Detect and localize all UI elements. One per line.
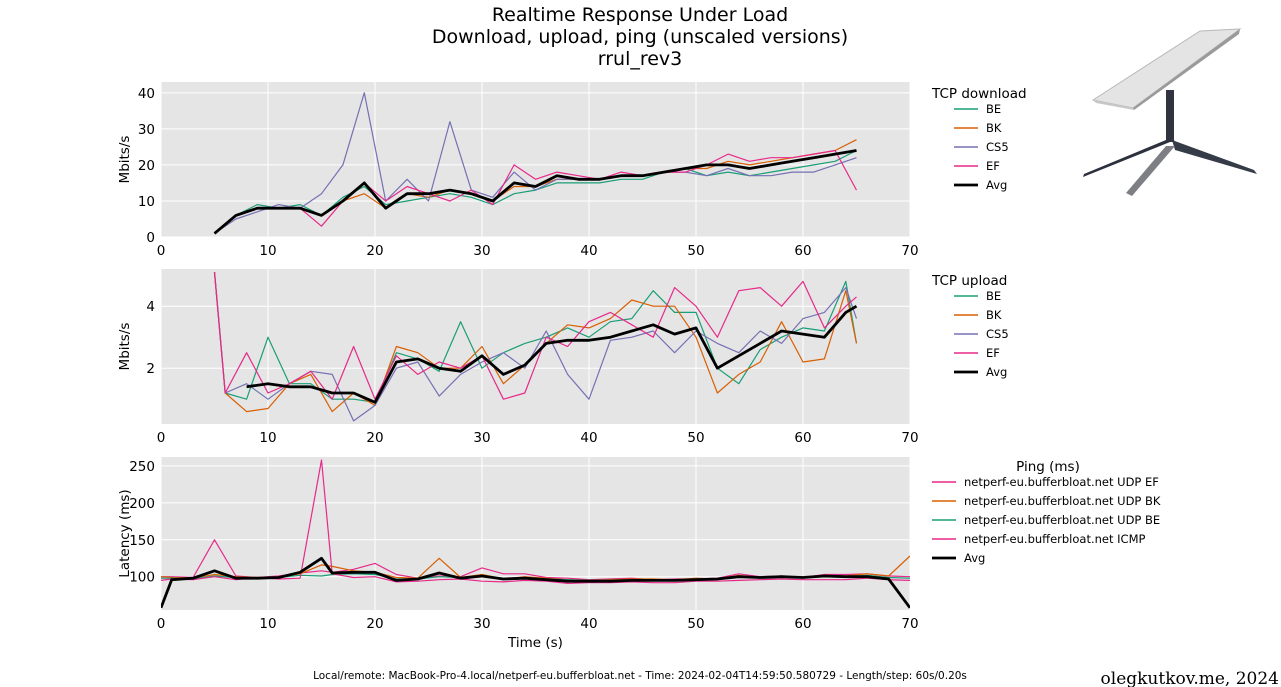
chart-title-line3: rrul_rev3 (598, 48, 683, 70)
x-tick-label: 40 (580, 616, 597, 632)
legend-entry: Avg (986, 178, 1007, 192)
y-tick-label: 200 (129, 496, 155, 512)
legend-title: TCP download (931, 86, 1027, 102)
series-line-be (213, 272, 858, 403)
y-tick-label: 4 (146, 299, 155, 315)
x-tick-label: 50 (687, 616, 704, 632)
y-tick-label: 250 (129, 459, 155, 475)
x-tick-label: 20 (366, 616, 383, 632)
series-group (161, 459, 910, 609)
series-line-cs5 (213, 272, 858, 422)
y-tick-label: 10 (138, 194, 155, 210)
series-line-netperf-eu-bufferbloat-net-icmp (161, 459, 910, 584)
y-tick-label: 30 (138, 122, 155, 138)
legend-entry: netperf-eu.bufferbloat.net UDP BK (964, 494, 1161, 508)
legend-entry: BE (986, 289, 1001, 303)
x-tick-label: 0 (157, 243, 166, 259)
x-tick-label: 10 (259, 430, 276, 446)
y-tick-label: 40 (138, 86, 155, 102)
y-tick-label: 100 (129, 570, 155, 586)
legend-entry: BE (986, 102, 1001, 116)
y-tick-label: 0 (146, 230, 155, 246)
series-line-avg (246, 304, 858, 404)
legend: Ping (ms)netperf-eu.bufferbloat.net UDP … (932, 459, 1161, 565)
legend-entry: BK (986, 121, 1002, 135)
series-line-cs5 (214, 92, 857, 234)
credit-watermark: olegkutkov.me, 2024 (1101, 669, 1279, 687)
satellite-dish-icon (1083, 28, 1257, 196)
x-tick-label: 60 (794, 616, 811, 632)
x-tick-label: 0 (157, 430, 166, 446)
x-tick-label: 10 (259, 616, 276, 632)
chart-title-line1: Realtime Response Under Load (492, 4, 788, 26)
series-line-ef (214, 149, 858, 234)
chart-panel-download: 0 10 20 30 40 50 60 70 0 10 20 30 40 Mbits/s TCP downl… (117, 82, 1027, 259)
x-tick-label: 40 (580, 430, 597, 446)
x-tick-label: 60 (794, 430, 811, 446)
x-tick-label: 50 (687, 243, 704, 259)
x-tick-label: 20 (366, 243, 383, 259)
chart-title-line2: Download, upload, ping (unscaled version… (432, 26, 848, 48)
legend-entry: Avg (964, 551, 985, 565)
legend-entry: BK (986, 308, 1002, 322)
legend-entry: netperf-eu.bufferbloat.net UDP EF (964, 475, 1159, 489)
series-line-avg (161, 556, 910, 609)
x-tick-label: 0 (157, 616, 166, 632)
x-tick-label: 30 (473, 430, 490, 446)
chart-panel-ping: 0 10 20 30 40 50 60 70 100 150 200 250 Latency (ms) T… (117, 457, 1161, 651)
legend-title: TCP upload (931, 273, 1007, 289)
legend-title: Ping (ms) (1016, 459, 1080, 475)
x-tick-label: 70 (901, 430, 918, 446)
legend-entry: CS5 (986, 327, 1009, 341)
x-tick-label: 30 (473, 243, 490, 259)
plot-area (161, 457, 910, 610)
legend-entry: EF (986, 346, 1000, 360)
x-tick-label: 20 (366, 430, 383, 446)
x-tick-label: 60 (794, 243, 811, 259)
series-group (213, 92, 858, 235)
series-line-ef (213, 272, 857, 400)
x-tick-label: 70 (901, 243, 918, 259)
x-tick-label: 30 (473, 616, 490, 632)
x-tick-label: 40 (580, 243, 597, 259)
legend-entry: EF (986, 159, 1000, 173)
x-tick-label: 70 (901, 616, 918, 632)
legend-entry: Avg (986, 365, 1007, 379)
legend-entry: netperf-eu.bufferbloat.net ICMP (964, 532, 1145, 546)
footer-metadata: Local/remote: MacBook-Pro-4.local/netper… (313, 670, 967, 682)
y-axis-label: Mbits/s (117, 136, 133, 184)
y-tick-label: 150 (129, 533, 155, 549)
series-group (213, 272, 858, 422)
plot-area (161, 269, 910, 424)
y-axis-label: Latency (ms) (117, 489, 133, 577)
y-axis-label: Mbits/s (117, 323, 133, 371)
y-tick-label: 20 (138, 158, 155, 174)
y-tick-label: 2 (146, 361, 155, 377)
x-tick-label: 50 (687, 430, 704, 446)
x-tick-label: 10 (259, 243, 276, 259)
legend-entry: CS5 (986, 140, 1009, 154)
legend-entry: netperf-eu.bufferbloat.net UDP BE (964, 513, 1160, 527)
x-axis-label: Time (s) (507, 635, 563, 651)
series-line-avg (213, 149, 857, 235)
